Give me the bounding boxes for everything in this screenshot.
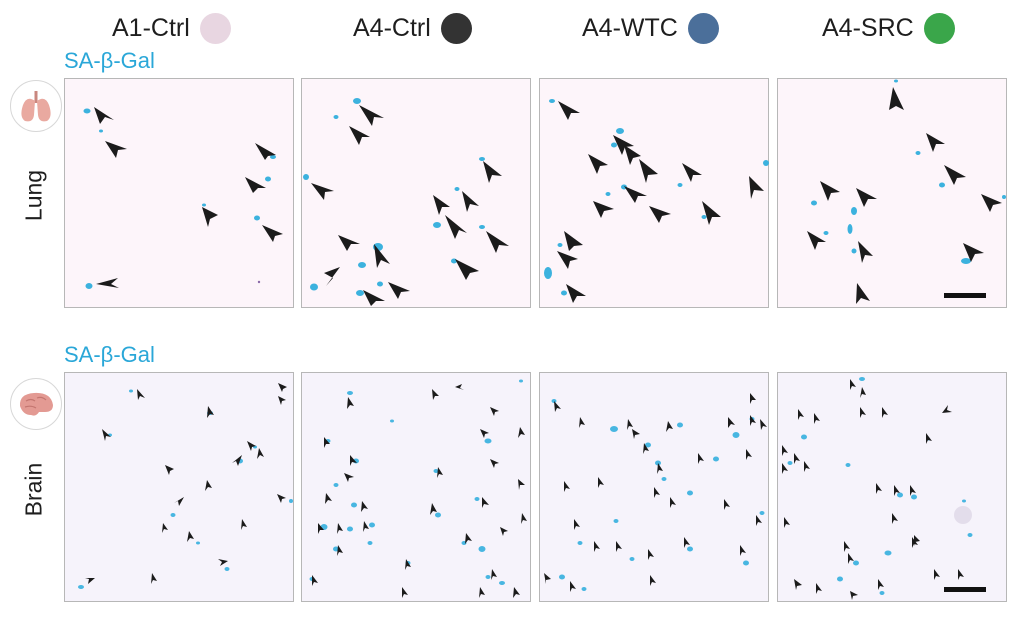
group-color-dot <box>923 12 955 44</box>
organ-label-lung: Lung <box>20 169 47 222</box>
micrograph-lung-a1-ctrl <box>64 78 294 308</box>
group-color-dot <box>687 12 719 44</box>
group-label: A4-WTC <box>582 13 678 42</box>
lung-a4-wtc-field <box>544 99 769 303</box>
micrograph-brain-a1-ctrl <box>64 372 294 602</box>
scale-bar-lung <box>944 293 986 298</box>
brain-a4-ctrl-field <box>309 379 527 598</box>
lung-icon <box>10 80 62 132</box>
group-header-a1-ctrl: A1-Ctrl <box>112 8 231 48</box>
group-header-a4-wtc: A4-WTC <box>582 8 719 48</box>
group-label: A4-Ctrl <box>353 13 431 42</box>
organ-label-brain: Brain <box>20 462 47 517</box>
group-color-dot <box>199 12 231 44</box>
group-label: A1-Ctrl <box>112 13 190 42</box>
lung-a1-ctrl-field <box>83 107 283 289</box>
lung-a4-src-field <box>807 79 1006 304</box>
group-color-dot <box>440 12 472 44</box>
micrograph-brain-a4-ctrl <box>301 372 531 602</box>
scale-bar-brain <box>944 587 986 592</box>
stain-label-lung: SA-β-Gal <box>64 48 155 73</box>
stain-label-brain: SA-β-Gal <box>64 342 155 367</box>
brain-icon <box>10 378 62 430</box>
micrograph-lung-a4-wtc <box>539 78 769 308</box>
group-header-a4-ctrl: A4-Ctrl <box>353 8 472 48</box>
lung-a4-ctrl-field <box>303 98 509 306</box>
group-label: A4-SRC <box>822 13 914 42</box>
micrograph-lung-a4-src <box>777 78 1007 308</box>
micrograph-lung-a4-ctrl <box>301 78 531 308</box>
micrograph-brain-a4-wtc <box>539 372 769 602</box>
micrograph-brain-a4-src <box>777 372 1007 602</box>
group-header-a4-src: A4-SRC <box>822 8 955 48</box>
brain-a4-src-field <box>782 377 973 600</box>
brain-a1-ctrl-field <box>78 383 293 589</box>
brain-a4-wtc-field <box>544 393 767 592</box>
